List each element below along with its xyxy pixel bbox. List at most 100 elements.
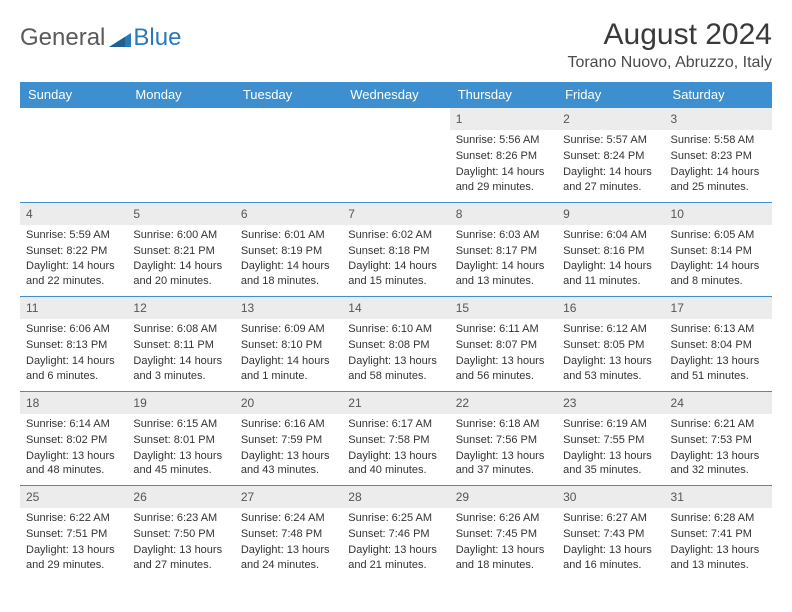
calendar-cell: 2Sunrise: 5:57 AMSunset: 8:24 PMDaylight… (557, 108, 664, 203)
sunrise-text: Sunrise: 5:58 AM (671, 133, 766, 148)
sunset-text: Sunset: 7:41 PM (671, 527, 766, 542)
daylight-text: Daylight: 14 hours and 1 minute. (241, 354, 336, 384)
day-number: 16 (557, 297, 664, 319)
daylight-text: Daylight: 14 hours and 20 minutes. (133, 259, 228, 289)
calendar-week-row: 18Sunrise: 6:14 AMSunset: 8:02 PMDayligh… (20, 391, 772, 486)
sunset-text: Sunset: 7:51 PM (26, 527, 121, 542)
day-number: 29 (450, 486, 557, 508)
sunrise-text: Sunrise: 6:08 AM (133, 322, 228, 337)
calendar-cell: 10Sunrise: 6:05 AMSunset: 8:14 PMDayligh… (665, 202, 772, 297)
day-body: Sunrise: 6:25 AMSunset: 7:46 PMDaylight:… (342, 508, 449, 579)
calendar-cell: 3Sunrise: 5:58 AMSunset: 8:23 PMDaylight… (665, 108, 772, 203)
sunrise-text: Sunrise: 6:03 AM (456, 228, 551, 243)
daylight-text: Daylight: 14 hours and 29 minutes. (456, 165, 551, 195)
weekday-header: Wednesday (342, 82, 449, 108)
sunrise-text: Sunrise: 6:21 AM (671, 417, 766, 432)
sunrise-text: Sunrise: 6:27 AM (563, 511, 658, 526)
sunset-text: Sunset: 8:14 PM (671, 244, 766, 259)
daylight-text: Daylight: 13 hours and 51 minutes. (671, 354, 766, 384)
calendar-week-row: 11Sunrise: 6:06 AMSunset: 8:13 PMDayligh… (20, 297, 772, 392)
sunrise-text: Sunrise: 6:22 AM (26, 511, 121, 526)
day-body: Sunrise: 6:22 AMSunset: 7:51 PMDaylight:… (20, 508, 127, 579)
sunset-text: Sunset: 8:07 PM (456, 338, 551, 353)
calendar-cell: 5Sunrise: 6:00 AMSunset: 8:21 PMDaylight… (127, 202, 234, 297)
day-body: Sunrise: 6:08 AMSunset: 8:11 PMDaylight:… (127, 319, 234, 390)
calendar-cell: 26Sunrise: 6:23 AMSunset: 7:50 PMDayligh… (127, 486, 234, 580)
weekday-header: Saturday (665, 82, 772, 108)
sunset-text: Sunset: 8:16 PM (563, 244, 658, 259)
day-number: 7 (342, 203, 449, 225)
weekday-header: Tuesday (235, 82, 342, 108)
calendar-cell: 8Sunrise: 6:03 AMSunset: 8:17 PMDaylight… (450, 202, 557, 297)
weekday-header: Thursday (450, 82, 557, 108)
sunset-text: Sunset: 8:24 PM (563, 149, 658, 164)
daylight-text: Daylight: 13 hours and 16 minutes. (563, 543, 658, 573)
calendar-cell: 1Sunrise: 5:56 AMSunset: 8:26 PMDaylight… (450, 108, 557, 203)
day-number: 2 (557, 108, 664, 130)
sunset-text: Sunset: 7:55 PM (563, 433, 658, 448)
day-number: 11 (20, 297, 127, 319)
location-subtitle: Torano Nuovo, Abruzzo, Italy (567, 54, 772, 72)
day-body: Sunrise: 6:06 AMSunset: 8:13 PMDaylight:… (20, 319, 127, 390)
day-number: 4 (20, 203, 127, 225)
calendar-cell: 9Sunrise: 6:04 AMSunset: 8:16 PMDaylight… (557, 202, 664, 297)
day-number: 3 (665, 108, 772, 130)
daylight-text: Daylight: 13 hours and 21 minutes. (348, 543, 443, 573)
calendar-cell: 30Sunrise: 6:27 AMSunset: 7:43 PMDayligh… (557, 486, 664, 580)
daylight-text: Daylight: 13 hours and 29 minutes. (26, 543, 121, 573)
day-number: 31 (665, 486, 772, 508)
daylight-text: Daylight: 14 hours and 6 minutes. (26, 354, 121, 384)
calendar-cell: 23Sunrise: 6:19 AMSunset: 7:55 PMDayligh… (557, 391, 664, 486)
day-number: 28 (342, 486, 449, 508)
calendar-cell: 13Sunrise: 6:09 AMSunset: 8:10 PMDayligh… (235, 297, 342, 392)
sunrise-text: Sunrise: 6:05 AM (671, 228, 766, 243)
sunrise-text: Sunrise: 6:26 AM (456, 511, 551, 526)
daylight-text: Daylight: 13 hours and 18 minutes. (456, 543, 551, 573)
day-body: Sunrise: 6:28 AMSunset: 7:41 PMDaylight:… (665, 508, 772, 579)
calendar-cell (235, 108, 342, 203)
calendar-week-row: 25Sunrise: 6:22 AMSunset: 7:51 PMDayligh… (20, 486, 772, 580)
calendar-week-row: 1Sunrise: 5:56 AMSunset: 8:26 PMDaylight… (20, 108, 772, 203)
calendar-cell (342, 108, 449, 203)
calendar-cell: 20Sunrise: 6:16 AMSunset: 7:59 PMDayligh… (235, 391, 342, 486)
calendar-cell: 24Sunrise: 6:21 AMSunset: 7:53 PMDayligh… (665, 391, 772, 486)
sunset-text: Sunset: 8:23 PM (671, 149, 766, 164)
header: General Blue August 2024 Torano Nuovo, A… (20, 18, 772, 72)
day-body: Sunrise: 5:58 AMSunset: 8:23 PMDaylight:… (665, 130, 772, 201)
day-body: Sunrise: 6:19 AMSunset: 7:55 PMDaylight:… (557, 414, 664, 485)
calendar-cell: 7Sunrise: 6:02 AMSunset: 8:18 PMDaylight… (342, 202, 449, 297)
day-number: 27 (235, 486, 342, 508)
day-number: 18 (20, 392, 127, 414)
day-body: Sunrise: 6:13 AMSunset: 8:04 PMDaylight:… (665, 319, 772, 390)
day-body: Sunrise: 6:11 AMSunset: 8:07 PMDaylight:… (450, 319, 557, 390)
sunset-text: Sunset: 8:11 PM (133, 338, 228, 353)
logo: General Blue (20, 18, 181, 52)
calendar-cell (20, 108, 127, 203)
daylight-text: Daylight: 14 hours and 27 minutes. (563, 165, 658, 195)
calendar-cell: 17Sunrise: 6:13 AMSunset: 8:04 PMDayligh… (665, 297, 772, 392)
day-number: 19 (127, 392, 234, 414)
sunset-text: Sunset: 7:56 PM (456, 433, 551, 448)
calendar-cell: 19Sunrise: 6:15 AMSunset: 8:01 PMDayligh… (127, 391, 234, 486)
sunrise-text: Sunrise: 6:13 AM (671, 322, 766, 337)
calendar-cell: 16Sunrise: 6:12 AMSunset: 8:05 PMDayligh… (557, 297, 664, 392)
day-body: Sunrise: 6:16 AMSunset: 7:59 PMDaylight:… (235, 414, 342, 485)
daylight-text: Daylight: 14 hours and 25 minutes. (671, 165, 766, 195)
title-block: August 2024 Torano Nuovo, Abruzzo, Italy (567, 18, 772, 72)
daylight-text: Daylight: 14 hours and 22 minutes. (26, 259, 121, 289)
day-body: Sunrise: 6:18 AMSunset: 7:56 PMDaylight:… (450, 414, 557, 485)
sunset-text: Sunset: 8:04 PM (671, 338, 766, 353)
calendar-body: 1Sunrise: 5:56 AMSunset: 8:26 PMDaylight… (20, 108, 772, 580)
logo-word-blue: Blue (133, 24, 181, 52)
sunset-text: Sunset: 8:18 PM (348, 244, 443, 259)
sunrise-text: Sunrise: 6:11 AM (456, 322, 551, 337)
day-number: 15 (450, 297, 557, 319)
sunset-text: Sunset: 7:50 PM (133, 527, 228, 542)
sunrise-text: Sunrise: 6:28 AM (671, 511, 766, 526)
calendar-cell: 25Sunrise: 6:22 AMSunset: 7:51 PMDayligh… (20, 486, 127, 580)
sunset-text: Sunset: 8:21 PM (133, 244, 228, 259)
day-number: 26 (127, 486, 234, 508)
day-number: 14 (342, 297, 449, 319)
sunset-text: Sunset: 7:53 PM (671, 433, 766, 448)
day-number: 21 (342, 392, 449, 414)
